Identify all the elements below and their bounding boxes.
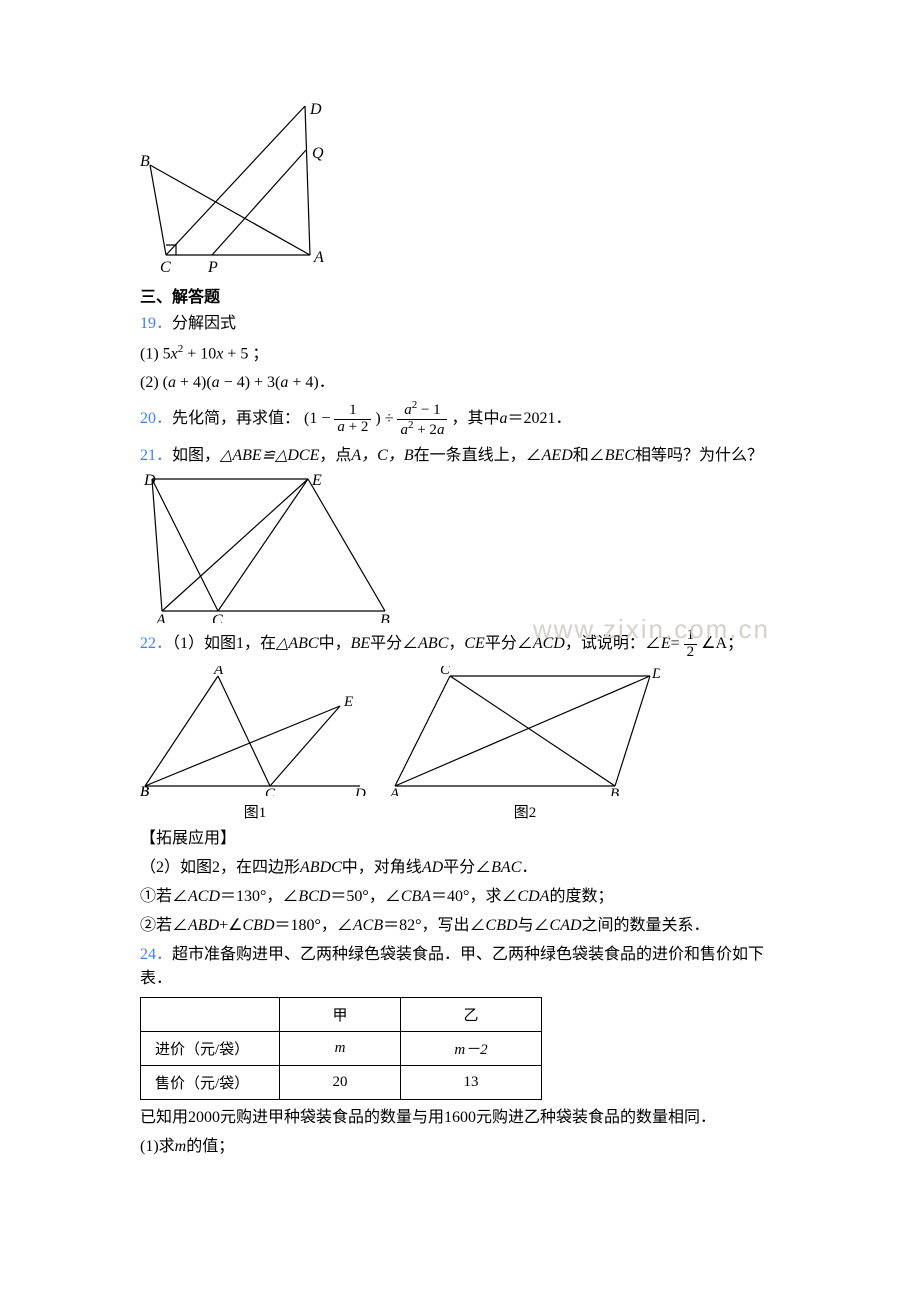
label-A: A (313, 249, 324, 266)
label-B: B (140, 153, 150, 170)
svg-text:B: B (380, 612, 390, 623)
svg-text:C: C (265, 786, 276, 796)
table-row: 进价（元/袋） m m－2 (141, 1032, 542, 1066)
svg-text:B: B (610, 786, 619, 796)
svg-text:D: D (143, 473, 156, 489)
caption-fig1: 图1 (140, 801, 370, 822)
label-C: C (160, 259, 171, 275)
svg-text:C: C (440, 666, 451, 678)
svg-text:C: C (212, 612, 223, 623)
svg-text:E: E (311, 473, 322, 489)
caption-fig2: 图2 (390, 801, 660, 822)
q22-sub2: ②若∠ABD+∠CBD＝180°，∠ACB＝82°，写出∠CBD与∠CAD之间的… (140, 914, 780, 938)
figure-q18: B C P A D Q (140, 100, 325, 275)
svg-text:E: E (343, 694, 353, 710)
svg-text:A: A (155, 612, 166, 623)
q22-ext-title: 【拓展应用】 (140, 827, 780, 851)
svg-text:B: B (140, 784, 149, 796)
header-jia: 甲 (280, 998, 401, 1032)
figure-q21: D E A C B (140, 473, 395, 623)
figure-q22-1: A B B C D E (140, 666, 370, 796)
label-Q: Q (312, 145, 324, 162)
q19-part2: (2) (a + 4)(a − 4) + 3(a + 4)． (140, 371, 780, 395)
q19-part1: (1) 5x2 + 10x + 5 ； (140, 341, 780, 366)
q20-num: 20． (140, 410, 172, 427)
q19-title: 分解因式 (172, 315, 236, 332)
q22-num: 22． (140, 635, 172, 652)
figure-q22-2: A B C D (390, 666, 660, 796)
svg-text:D: D (354, 786, 366, 796)
q21-num: 21． (140, 447, 172, 464)
q22-sub1: ①若∠ACD＝130°，∠BCD＝50°，∠CBA＝40°，求∠CDA的度数； (140, 885, 780, 909)
q24-sub1: (1)求m的值； (140, 1135, 780, 1159)
table-header-row: 甲 乙 (141, 998, 542, 1032)
header-empty (141, 998, 280, 1032)
label-P: P (207, 259, 218, 275)
q24-line: 24．超市准备购进甲、乙两种绿色袋装食品．甲、乙两种绿色袋装食品的进价和售价如下… (140, 943, 780, 991)
section-3-title: 三、解答题 (140, 283, 780, 307)
svg-text:A: A (213, 666, 224, 678)
label-D: D (309, 101, 322, 118)
header-yi: 乙 (401, 998, 542, 1032)
svg-text:D: D (651, 666, 660, 682)
q24-after: 已知用2000元购进甲种袋装食品的数量与用1600元购进乙种袋装食品的数量相同． (140, 1106, 780, 1130)
q19-num: 19． (140, 315, 172, 332)
q21-line: 21．如图，△ABE≌△DCE，点A，C，B在一条直线上，∠AED和∠BEC相等… (140, 444, 780, 468)
q24-num: 24． (140, 946, 172, 963)
q22-p2: （2）如图2，在四边形ABDC中，对角线AD平分∠BAC． (140, 856, 780, 880)
price-table: 甲 乙 进价（元/袋） m m－2 售价（元/袋） 20 13 (140, 997, 542, 1100)
svg-text:A: A (390, 786, 400, 796)
q20-line: 20．先化简，再求值： (1 − 1a + 2 ) ÷ a2 − 1a2 + 2… (140, 400, 780, 439)
table-row: 售价（元/袋） 20 13 (141, 1066, 542, 1100)
q22-line1: 22．（1）如图1，在△ABC中，BE平分∠ABC，CE平分∠ACD，试说明：∠… (140, 628, 780, 661)
